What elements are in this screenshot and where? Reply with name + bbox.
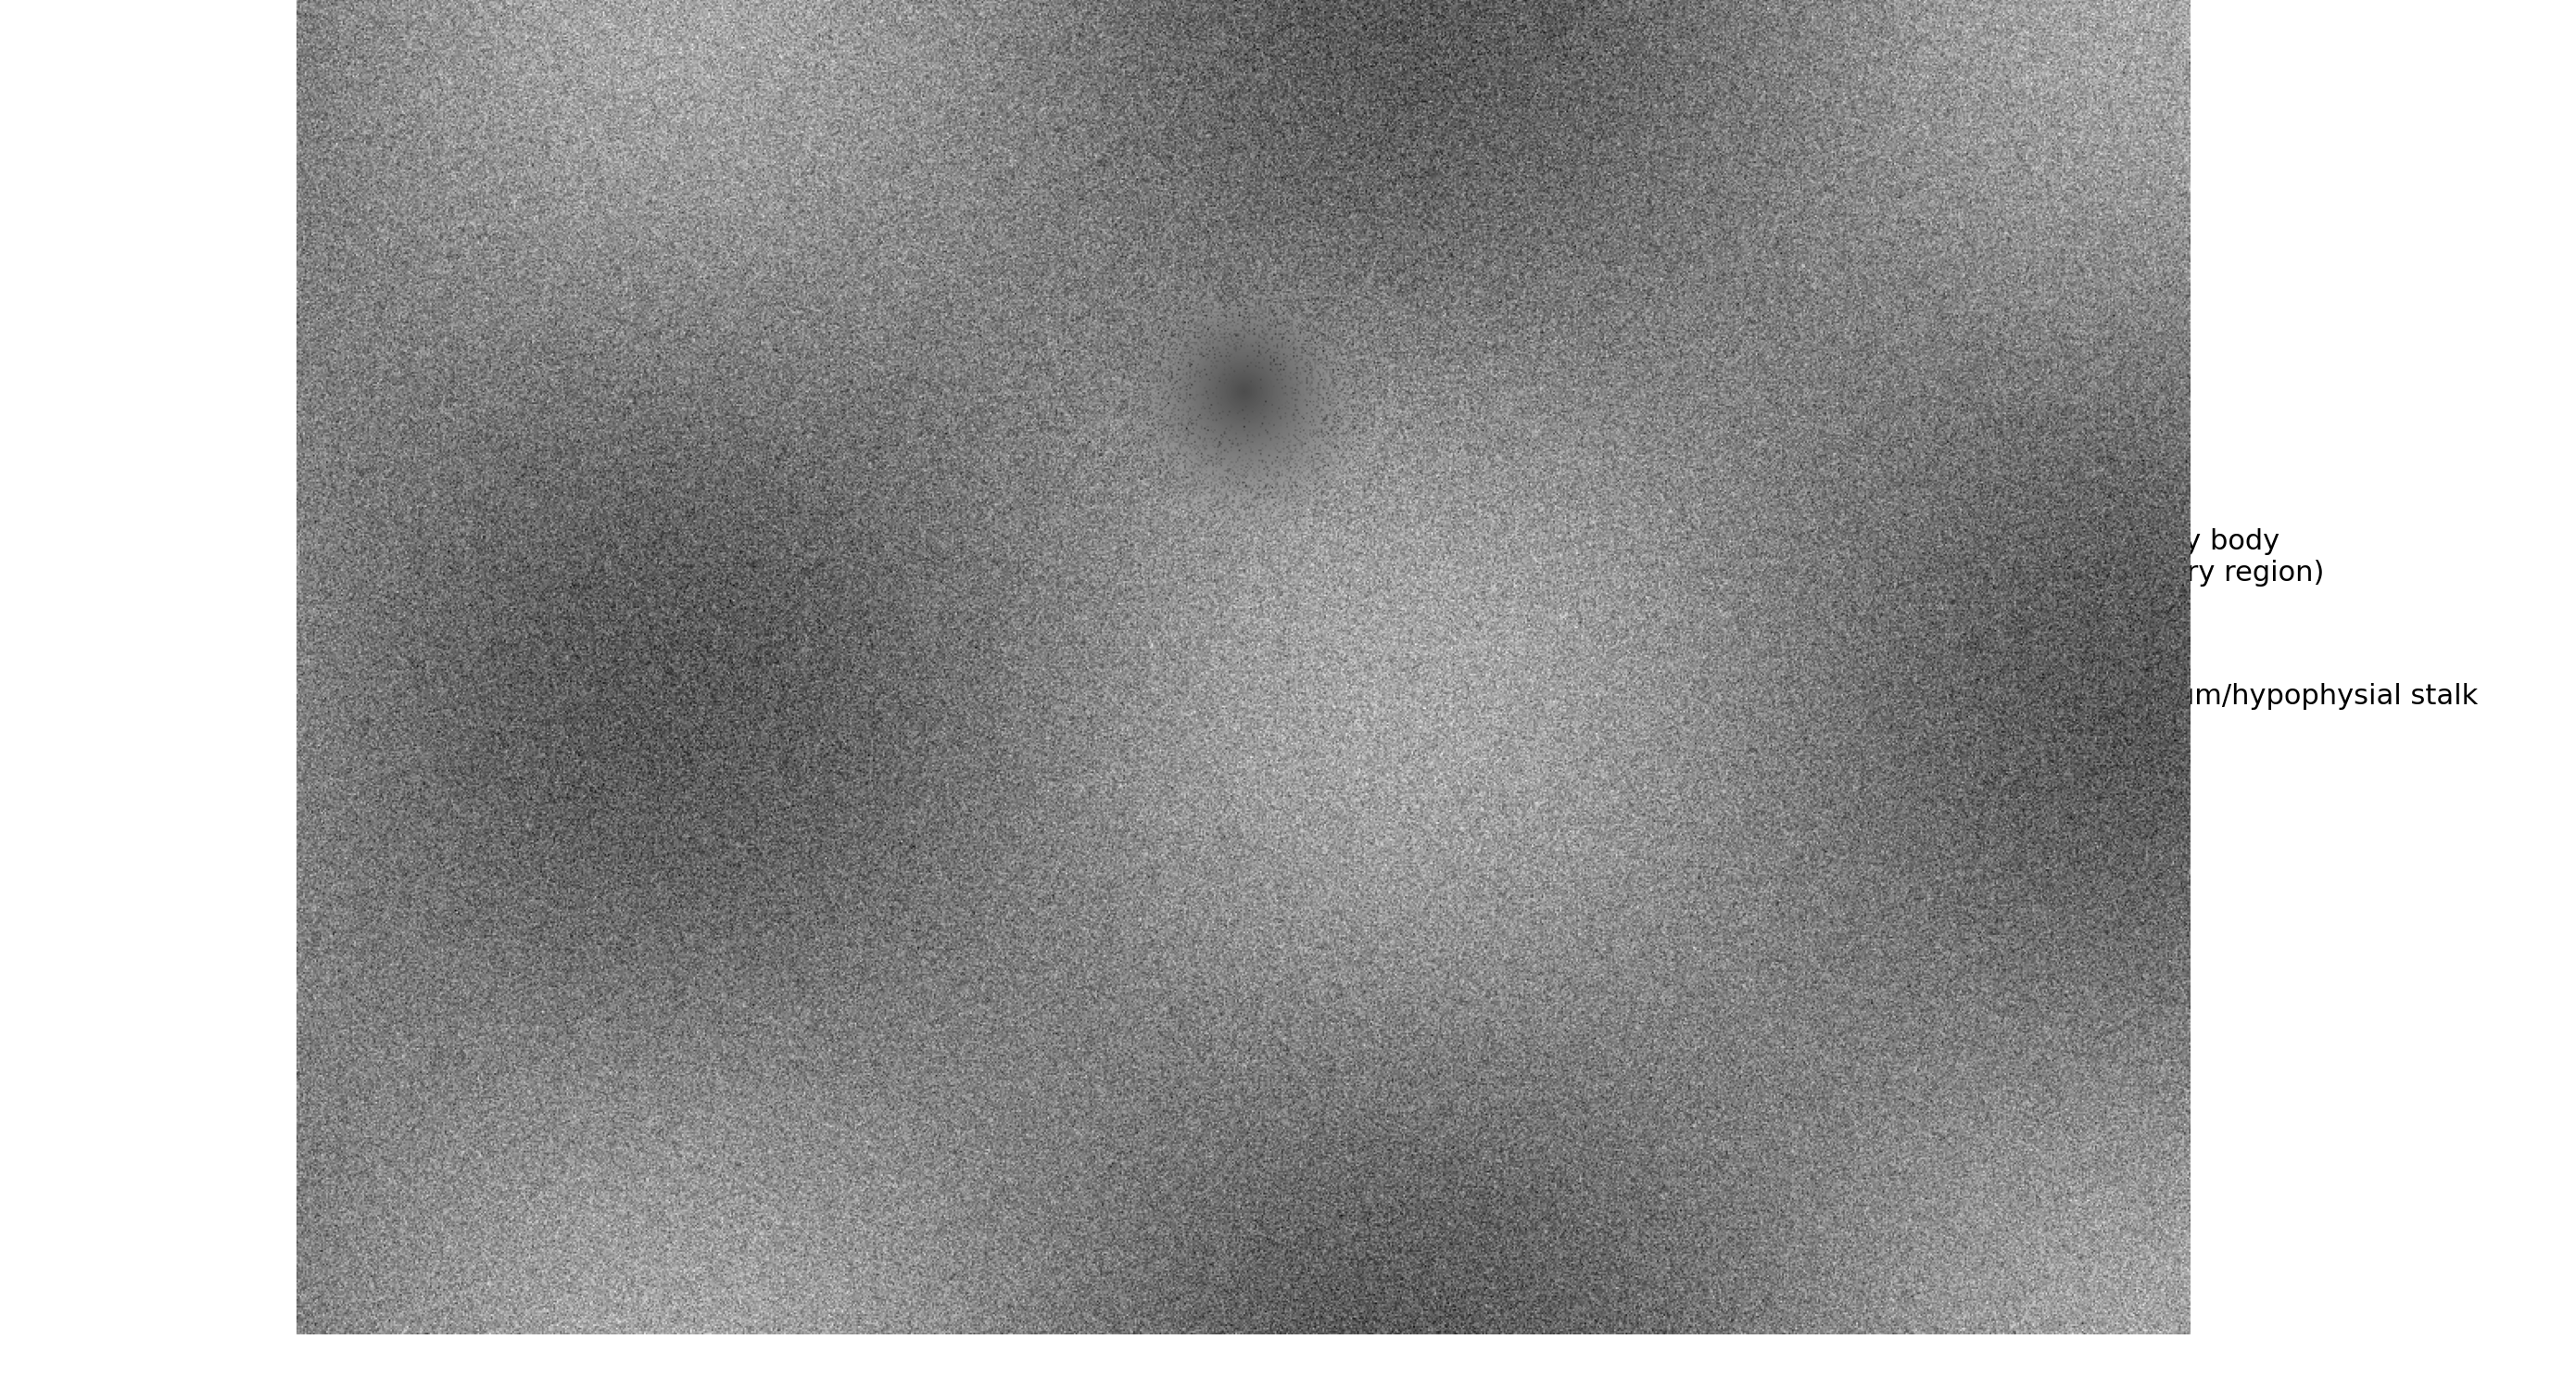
Text: (chiasmatic/supraoptic region): (chiasmatic/supraoptic region) [1551, 1168, 1981, 1194]
Text: Mammillary body: Mammillary body [2035, 528, 2280, 555]
Text: Optic chiasm: Optic chiasm [1551, 1138, 1734, 1165]
Text: Tuber cinereum: Tuber cinereum [327, 656, 546, 684]
Text: (mammillary region): (mammillary region) [2035, 560, 2324, 587]
Text: (tuberal region): (tuberal region) [327, 691, 549, 717]
Text: Infundibulum/hypophysial stalk: Infundibulum/hypophysial stalk [2035, 682, 2478, 710]
